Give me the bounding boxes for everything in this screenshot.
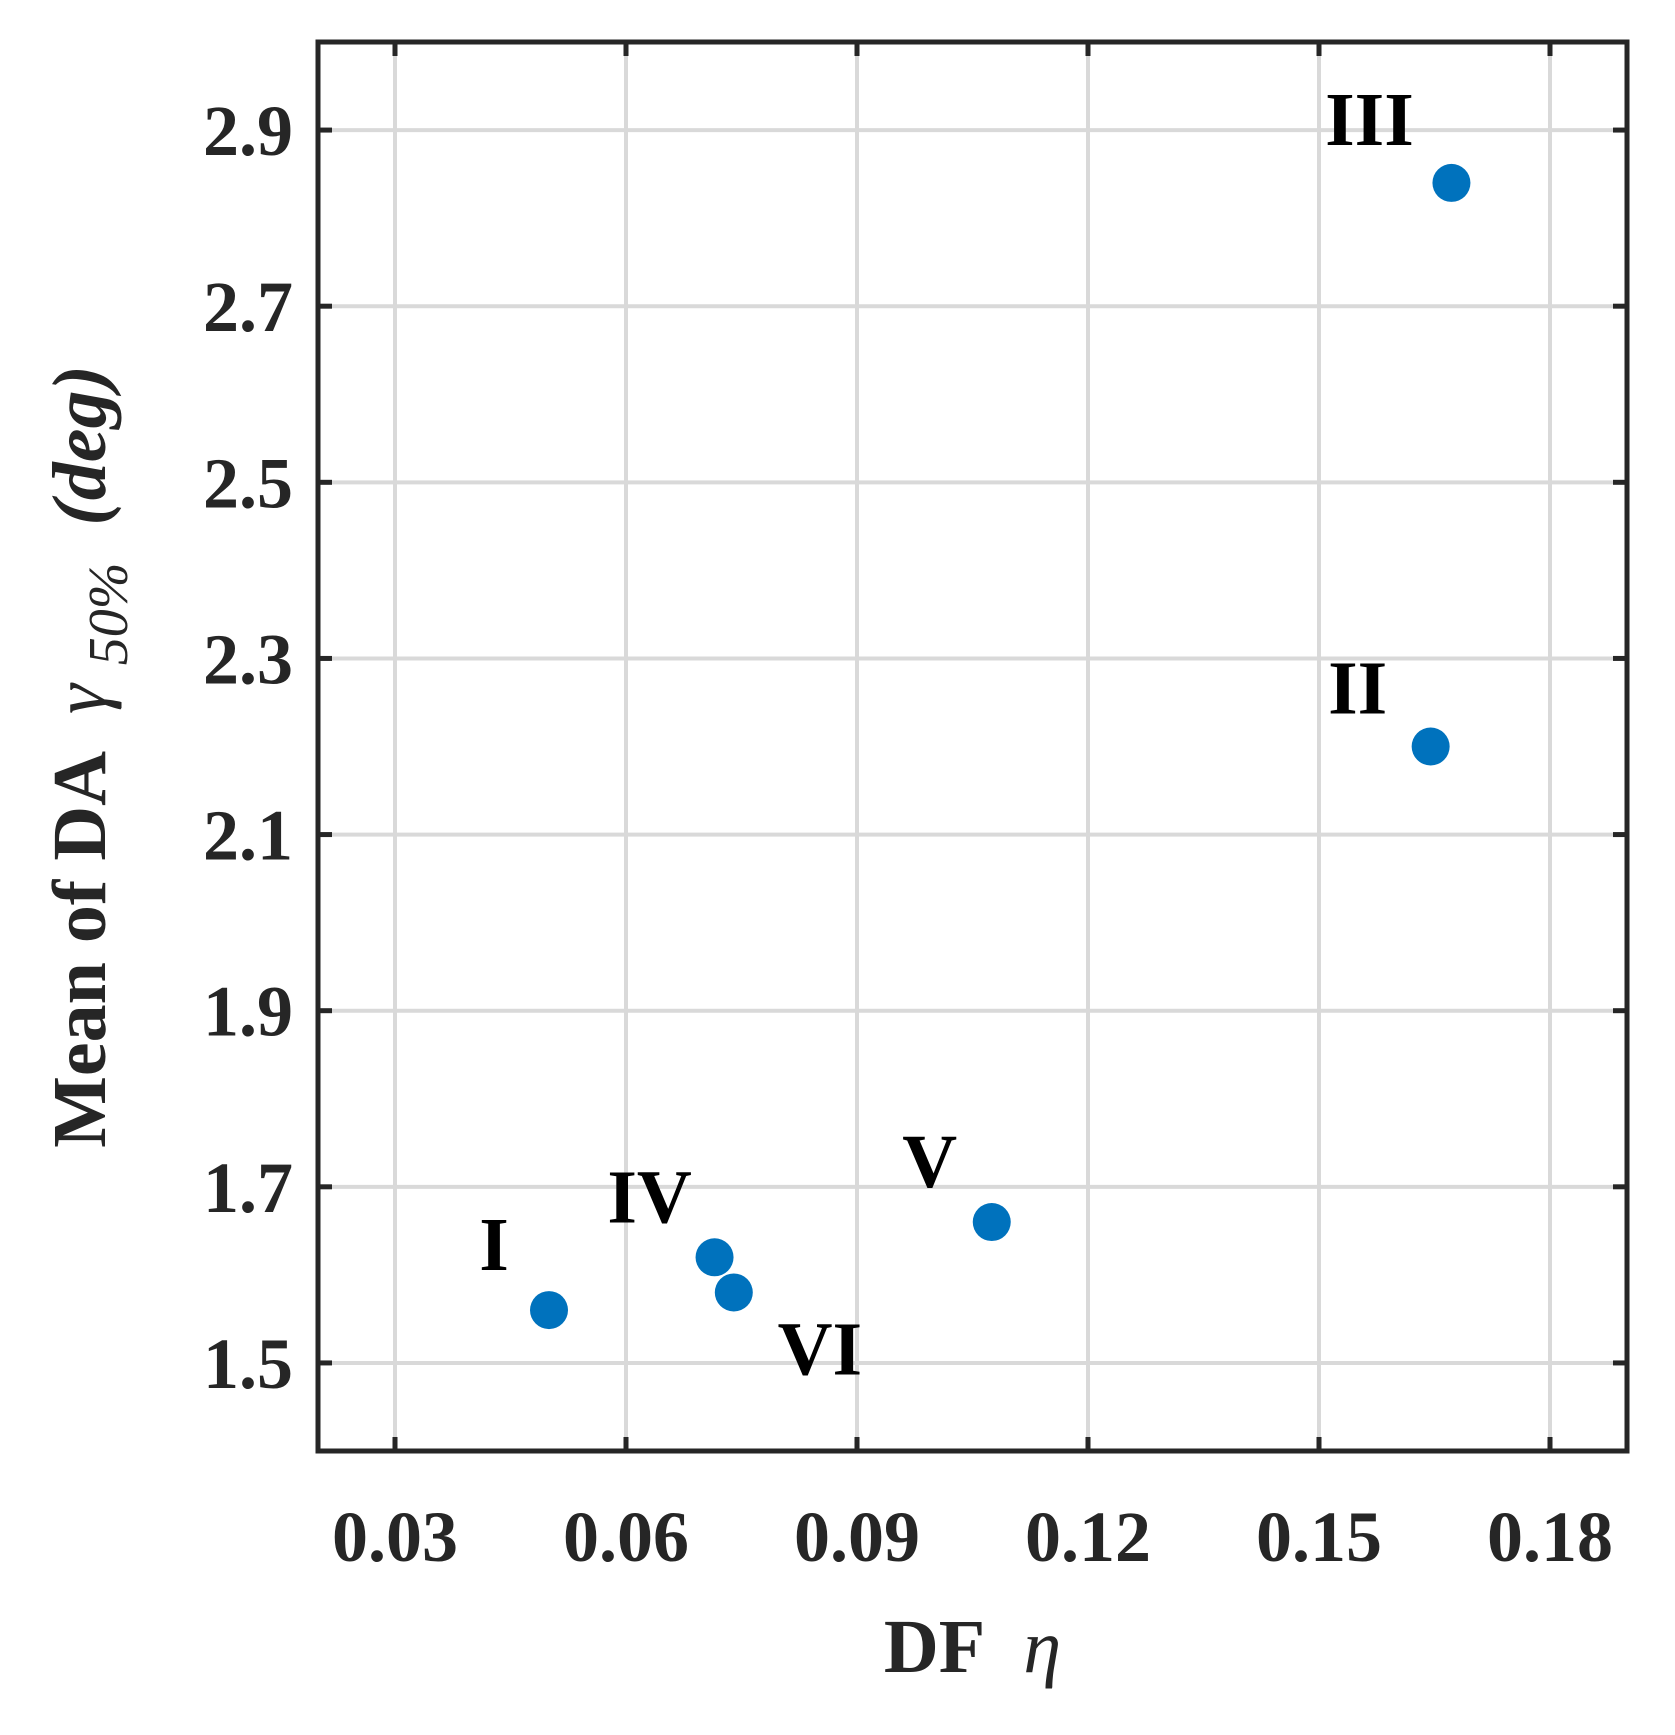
data-point — [714, 1273, 753, 1312]
x-axis-title: DF η — [884, 1605, 1061, 1689]
x-tick-label: 0.03 — [332, 1497, 458, 1577]
data-point — [695, 1238, 734, 1277]
x-axis-title-symbol: η — [1023, 1605, 1061, 1689]
data-point — [1411, 727, 1450, 766]
data-point — [530, 1291, 568, 1330]
point-label: V — [902, 1120, 957, 1204]
plot-frame — [315, 39, 1630, 1454]
y-axis-title: Mean of DA γ 50% (deg) — [38, 365, 144, 1148]
data-point — [972, 1203, 1011, 1242]
y-tick-label: 1.5 — [203, 1324, 293, 1404]
point-label: I — [479, 1203, 509, 1287]
y-axis-title-text: Mean of DA — [38, 751, 122, 1148]
y-tick-label: 2.7 — [203, 267, 293, 347]
y-axis-title-unit: (deg) — [38, 365, 122, 525]
x-tick-label: 0.09 — [794, 1497, 920, 1577]
y-axis-title-symbol: γ — [38, 682, 122, 714]
point-label: IV — [607, 1155, 692, 1239]
x-axis-title-text: DF — [884, 1605, 983, 1689]
data-point — [1432, 163, 1471, 202]
point-label: III — [1325, 78, 1414, 162]
y-axis-title-subscript: 50% — [78, 563, 140, 666]
point-label: VI — [778, 1307, 862, 1391]
x-tick-label: 0.12 — [1025, 1497, 1151, 1577]
y-tick-label: 1.9 — [203, 972, 293, 1052]
axis-ticks — [318, 42, 1627, 1451]
x-tick-label: 0.18 — [1487, 1497, 1613, 1577]
data-points — [530, 163, 1471, 1330]
y-tick-labels: 1.5 1.7 1.9 2.1 2.3 2.5 2.7 2.9 — [203, 91, 293, 1404]
x-tick-label: 0.06 — [563, 1497, 689, 1577]
y-tick-label: 2.5 — [203, 443, 293, 523]
y-tick-label: 1.7 — [203, 1148, 293, 1228]
x-tick-label: 0.15 — [1256, 1497, 1382, 1577]
grid-lines — [318, 42, 1627, 1451]
y-tick-label: 2.1 — [203, 796, 293, 876]
point-label: II — [1328, 647, 1387, 731]
y-tick-label: 2.3 — [203, 619, 293, 699]
y-tick-label: 2.9 — [203, 91, 293, 171]
x-tick-labels: 0.03 0.06 0.09 0.12 0.15 0.18 — [332, 1497, 1613, 1577]
